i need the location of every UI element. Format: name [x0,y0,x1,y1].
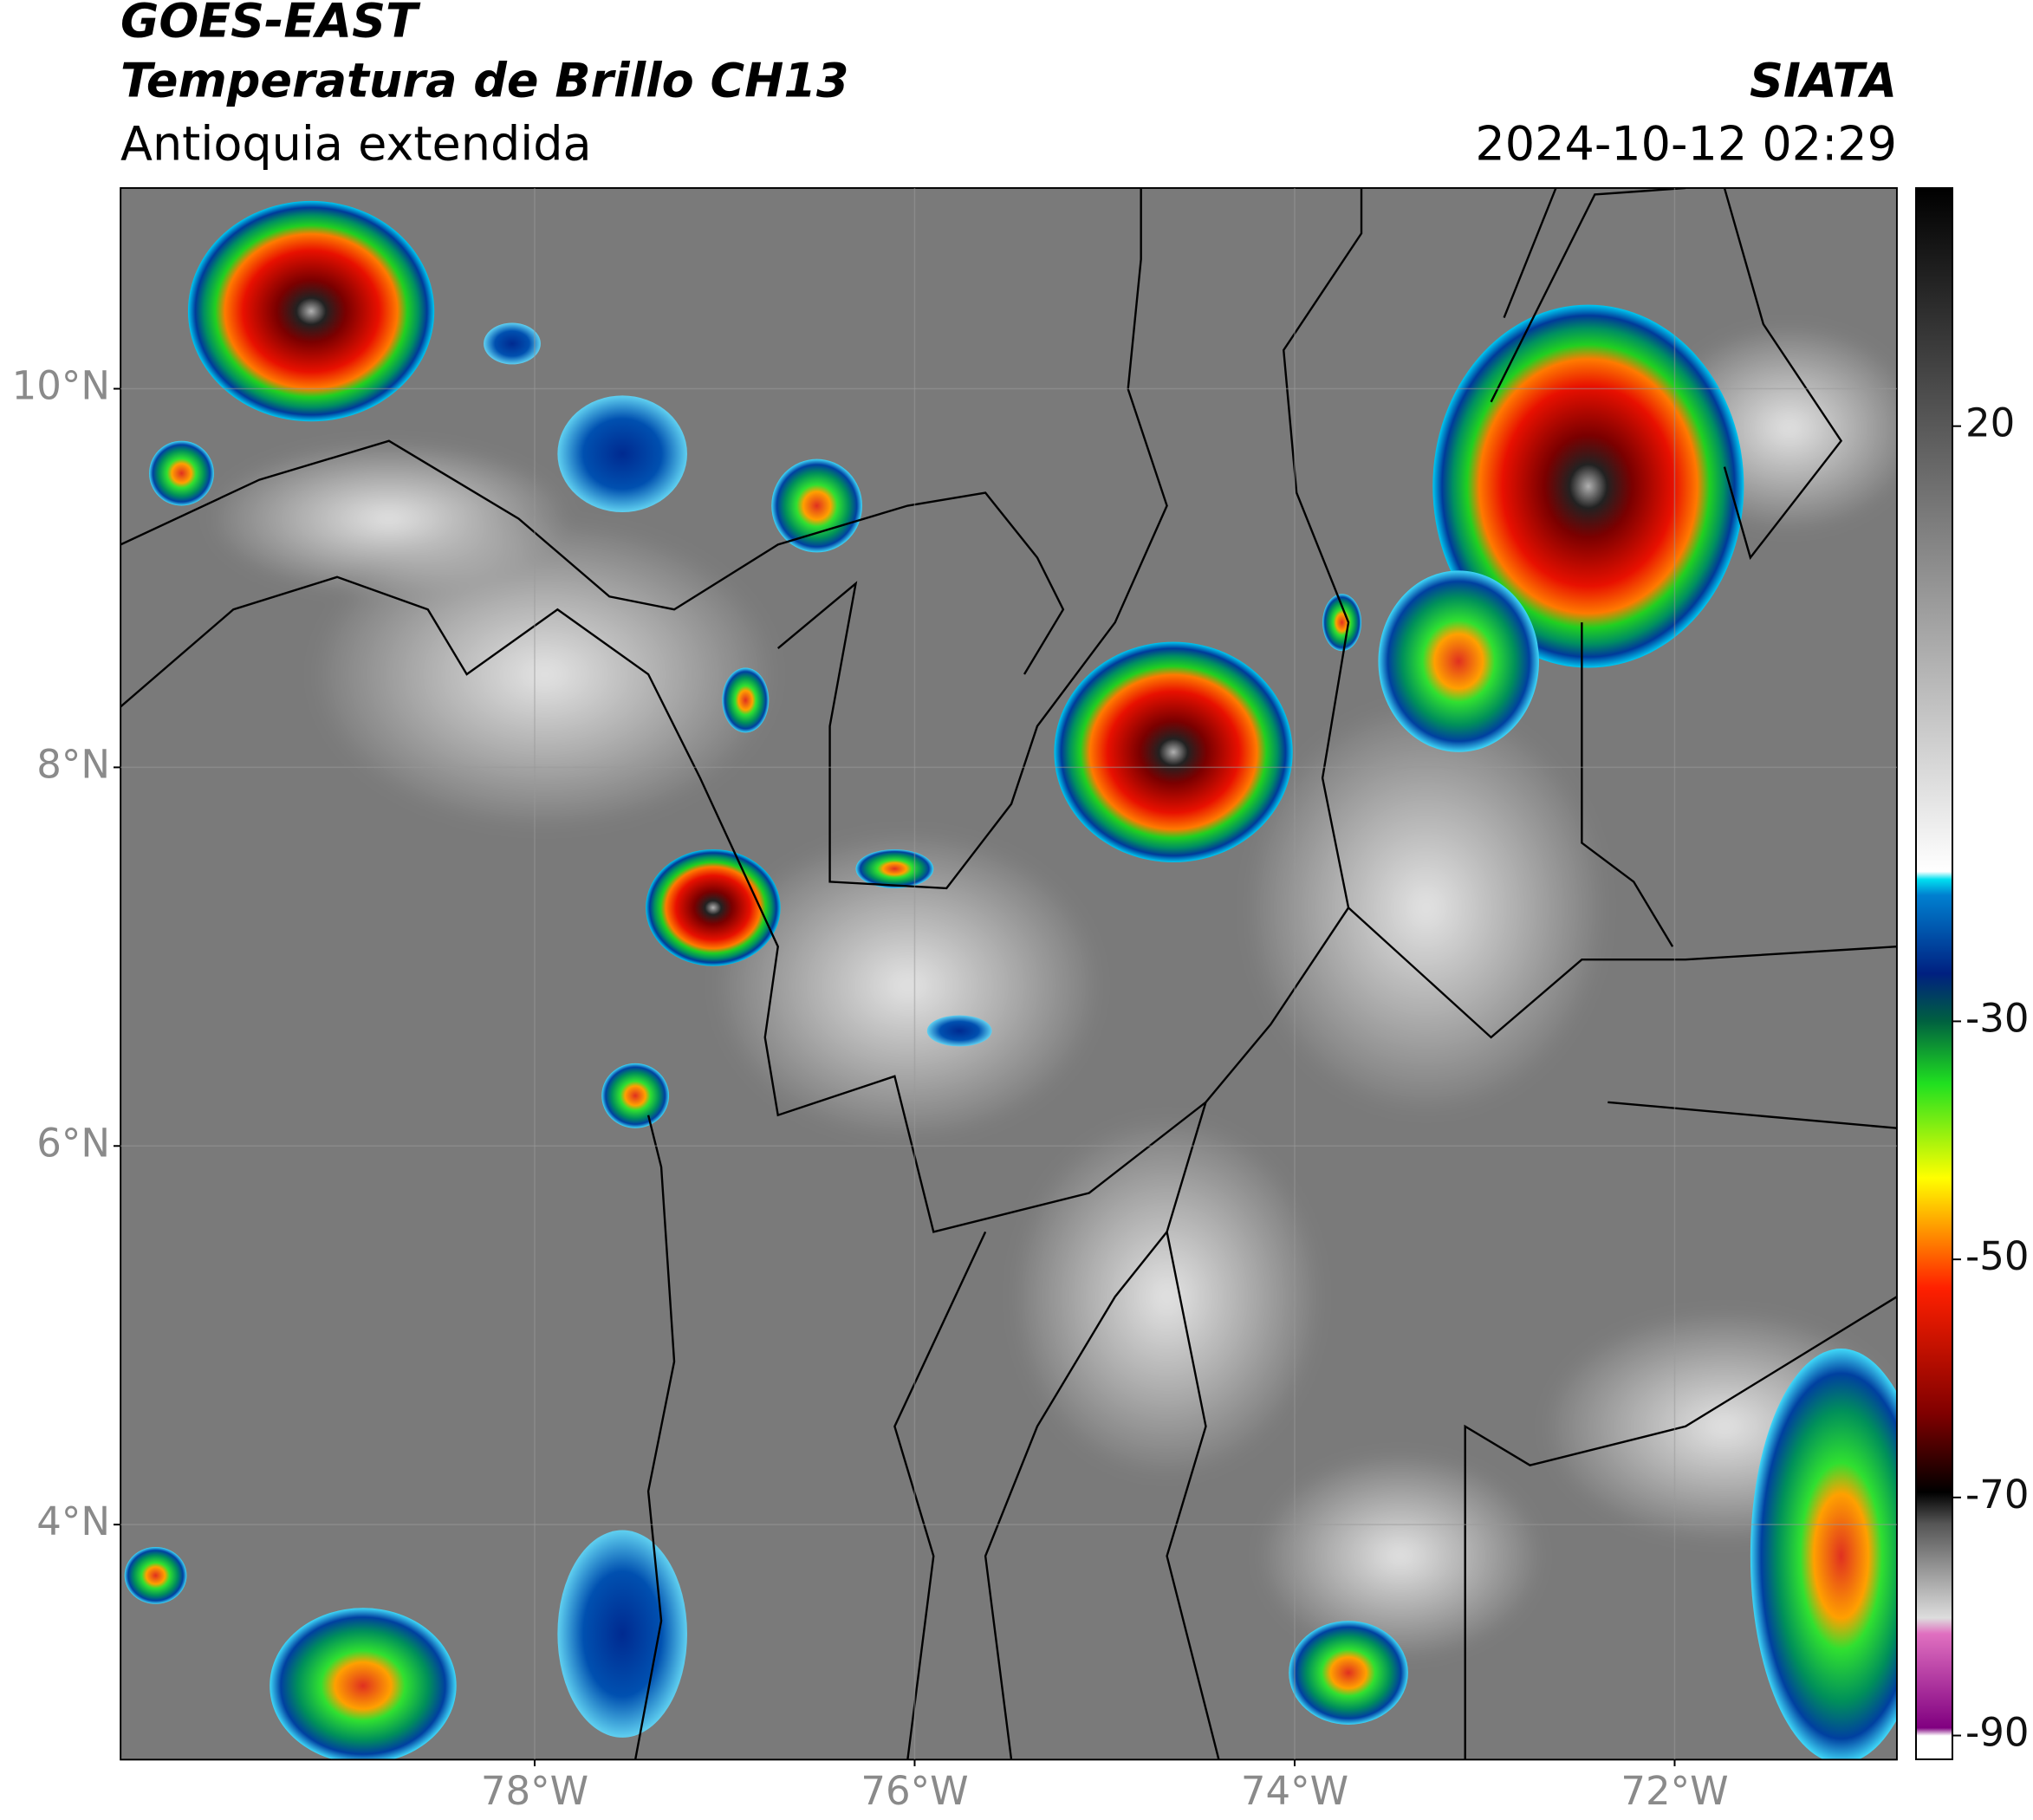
subtitle: Temperatura de Brillo CH13 [120,54,849,108]
satellite-image [120,186,1898,1761]
y-tick-label: 10°N [12,363,110,409]
colorbar-tick-label: -70 [1965,1472,2030,1518]
colorbar-tick-label: 20 [1965,400,2015,446]
y-tick-label: 4°N [36,1498,110,1544]
colorbar-tick-label: -90 [1965,1710,2030,1756]
region: Antioquia extendida [120,117,592,172]
x-tick-label: 78°W [481,1768,588,1814]
title: GOES-EAST [120,0,421,49]
y-tick-label: 8°N [36,741,110,787]
colorbar [1915,187,1953,1760]
x-tick-label: 72°W [1621,1768,1728,1814]
colorbar-tick-label: -50 [1965,1233,2030,1279]
colorbar-tick-label: -30 [1965,995,2030,1041]
source: SIATA [1750,54,1897,108]
datetime: 2024-10-12 02:29 [1475,117,1897,172]
y-tick-label: 6°N [36,1120,110,1166]
x-tick-label: 74°W [1241,1768,1348,1814]
x-tick-label: 76°W [861,1768,968,1814]
